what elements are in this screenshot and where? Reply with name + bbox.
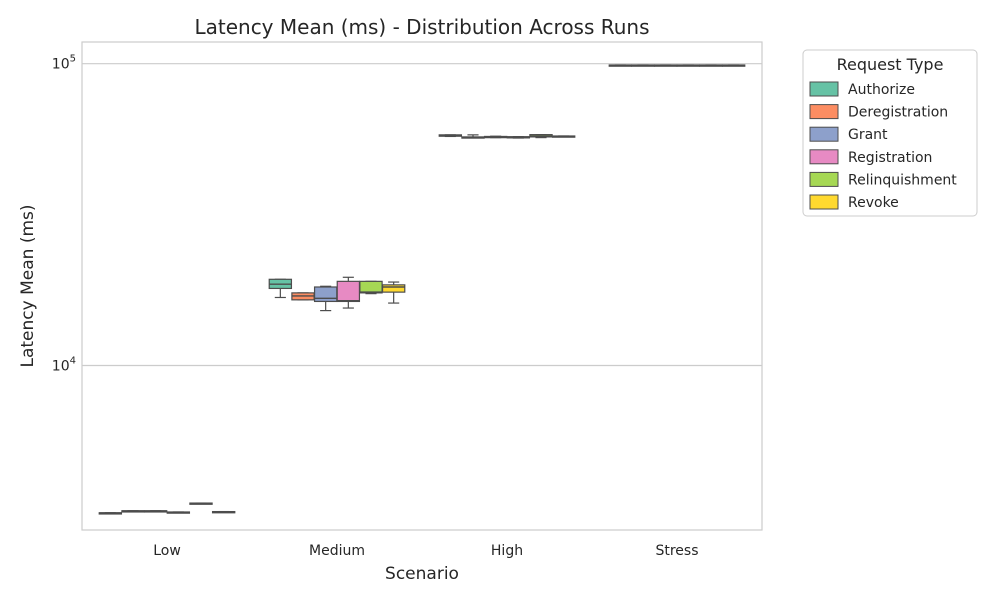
box-plot (631, 64, 655, 67)
legend-swatch (809, 149, 839, 165)
box-plot (438, 134, 463, 138)
box-plot (121, 510, 145, 513)
box-plot (608, 64, 633, 67)
legend-title: Request Type (837, 55, 944, 74)
box-plot (506, 136, 531, 139)
legend-label: Deregistration (848, 105, 948, 121)
x-tick-label: High (491, 543, 523, 559)
box-iqr (336, 280, 361, 303)
box-plot (381, 281, 406, 304)
y-tick-label: 104 (52, 355, 76, 374)
grid-lines (82, 63, 762, 367)
box-plot (189, 502, 213, 505)
x-tick-labels: Low Medium High Stress (153, 543, 698, 559)
box-iqr (313, 286, 338, 303)
legend-label: Relinquishment (848, 172, 957, 188)
plot-area-frame (81, 41, 763, 531)
x-tick-label: Medium (309, 543, 365, 559)
box-plot (98, 512, 123, 515)
box-plot (699, 64, 723, 67)
legend-swatch (809, 194, 839, 210)
y-tick-labels: 104 105 (52, 54, 76, 375)
legend-swatch (809, 104, 839, 120)
x-axis-label: Scenario (385, 564, 459, 584)
box-plot (291, 292, 315, 301)
box-plot (653, 64, 678, 67)
legend-label: Authorize (848, 82, 915, 98)
chart-title: Latency Mean (ms) - Distribution Across … (194, 15, 649, 39)
box-plot (529, 134, 553, 139)
legend-swatch (809, 126, 839, 142)
y-tick-label: 105 (52, 54, 76, 73)
box-plot (336, 276, 361, 309)
legend-swatch (809, 81, 839, 97)
box-plot (166, 511, 191, 514)
box-plot (359, 280, 383, 295)
box-plot (461, 134, 485, 139)
box-plot (211, 510, 236, 514)
legend-swatch (809, 171, 839, 187)
y-axis-label: Latency Mean (ms) (18, 204, 38, 367)
box-plot (551, 135, 576, 138)
legend-label: Grant (848, 127, 888, 143)
box-plot (676, 64, 701, 67)
legend-label: Revoke (848, 195, 899, 211)
legend-frame (802, 49, 978, 217)
legend-items: Authorize Deregistration Grant Registration… (809, 81, 957, 211)
box-iqr (359, 280, 383, 294)
x-tick-label: Low (153, 543, 181, 559)
x-tick-label: Stress (655, 543, 698, 559)
box-plot (268, 278, 293, 299)
box-plot (143, 510, 168, 513)
legend-label: Registration (848, 150, 932, 166)
legend: Request Type Authorize Deregistration Gran… (802, 49, 978, 217)
box-plot (483, 135, 508, 139)
box-plots (98, 64, 746, 515)
box-plot (313, 285, 338, 312)
box-iqr (381, 284, 406, 293)
box-plot (721, 64, 746, 67)
